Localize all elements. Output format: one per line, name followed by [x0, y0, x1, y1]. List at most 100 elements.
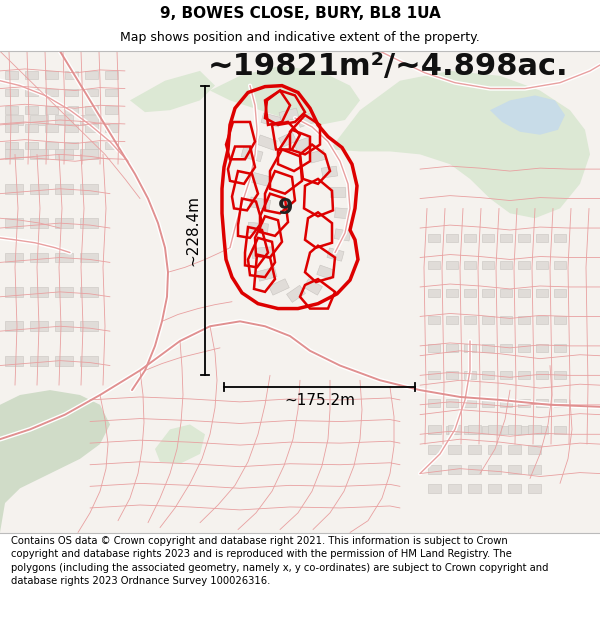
- Bar: [508, 484, 521, 493]
- Bar: [30, 184, 48, 194]
- Bar: [428, 445, 441, 454]
- Bar: [45, 89, 58, 96]
- Bar: [536, 344, 548, 352]
- Bar: [536, 289, 548, 297]
- Bar: [428, 261, 440, 269]
- Bar: [500, 261, 512, 269]
- Text: ~175.2m: ~175.2m: [284, 393, 355, 408]
- Bar: [446, 289, 458, 297]
- Bar: [65, 142, 78, 149]
- Bar: [428, 465, 441, 474]
- Bar: [482, 371, 494, 379]
- Bar: [5, 287, 23, 297]
- Bar: [428, 289, 440, 297]
- Bar: [500, 316, 512, 324]
- Bar: [241, 147, 263, 162]
- Bar: [5, 218, 23, 228]
- Bar: [80, 218, 98, 228]
- Bar: [249, 197, 271, 210]
- Bar: [55, 149, 73, 159]
- Bar: [446, 316, 458, 324]
- Bar: [518, 344, 530, 352]
- Bar: [464, 371, 476, 379]
- Bar: [446, 261, 458, 269]
- Bar: [508, 445, 521, 454]
- Bar: [257, 267, 277, 281]
- Polygon shape: [130, 71, 215, 112]
- Bar: [30, 115, 48, 125]
- Bar: [448, 445, 461, 454]
- Bar: [65, 71, 78, 79]
- Bar: [446, 344, 458, 352]
- Bar: [448, 426, 461, 434]
- Bar: [500, 426, 512, 434]
- Bar: [5, 71, 18, 79]
- Bar: [468, 445, 481, 454]
- Bar: [330, 187, 345, 197]
- Bar: [554, 426, 566, 434]
- Polygon shape: [210, 66, 360, 125]
- Bar: [55, 115, 73, 125]
- Bar: [428, 399, 440, 407]
- Bar: [518, 399, 530, 407]
- Bar: [65, 89, 78, 96]
- Bar: [55, 356, 73, 366]
- Bar: [334, 229, 351, 241]
- Bar: [536, 426, 548, 434]
- Bar: [428, 344, 440, 352]
- Bar: [554, 289, 566, 297]
- Bar: [30, 149, 48, 159]
- Polygon shape: [155, 424, 205, 464]
- Bar: [80, 149, 98, 159]
- Bar: [45, 106, 58, 114]
- Bar: [446, 399, 458, 407]
- Text: 9, BOWES CLOSE, BURY, BL8 1UA: 9, BOWES CLOSE, BURY, BL8 1UA: [160, 6, 440, 21]
- Polygon shape: [490, 96, 565, 135]
- Polygon shape: [0, 390, 110, 532]
- Bar: [428, 234, 440, 242]
- Bar: [464, 261, 476, 269]
- Bar: [464, 344, 476, 352]
- Text: ~19821m²/~4.898ac.: ~19821m²/~4.898ac.: [208, 52, 569, 81]
- Bar: [518, 426, 530, 434]
- Bar: [5, 149, 23, 159]
- Bar: [554, 234, 566, 242]
- Bar: [554, 371, 566, 379]
- Bar: [5, 124, 18, 132]
- Bar: [536, 371, 548, 379]
- Bar: [30, 356, 48, 366]
- Bar: [80, 321, 98, 331]
- Bar: [248, 222, 268, 234]
- Bar: [500, 399, 512, 407]
- Bar: [85, 89, 98, 96]
- Bar: [269, 279, 289, 295]
- Bar: [287, 285, 305, 302]
- Bar: [297, 112, 315, 128]
- Bar: [45, 71, 58, 79]
- Bar: [464, 234, 476, 242]
- Bar: [5, 89, 18, 96]
- Bar: [279, 108, 299, 122]
- Bar: [251, 247, 272, 258]
- Bar: [508, 465, 521, 474]
- Bar: [488, 484, 501, 493]
- Bar: [55, 218, 73, 228]
- Bar: [468, 426, 481, 434]
- Bar: [482, 316, 494, 324]
- Bar: [554, 261, 566, 269]
- Text: Contains OS data © Crown copyright and database right 2021. This information is : Contains OS data © Crown copyright and d…: [11, 536, 548, 586]
- Bar: [85, 71, 98, 79]
- Bar: [464, 399, 476, 407]
- Bar: [428, 371, 440, 379]
- Bar: [554, 316, 566, 324]
- Bar: [322, 166, 338, 178]
- Bar: [278, 132, 296, 148]
- Bar: [464, 316, 476, 324]
- Bar: [482, 234, 494, 242]
- Bar: [528, 426, 541, 434]
- Bar: [30, 218, 48, 228]
- Bar: [80, 356, 98, 366]
- Bar: [317, 265, 334, 279]
- Bar: [25, 142, 38, 149]
- Bar: [5, 321, 23, 331]
